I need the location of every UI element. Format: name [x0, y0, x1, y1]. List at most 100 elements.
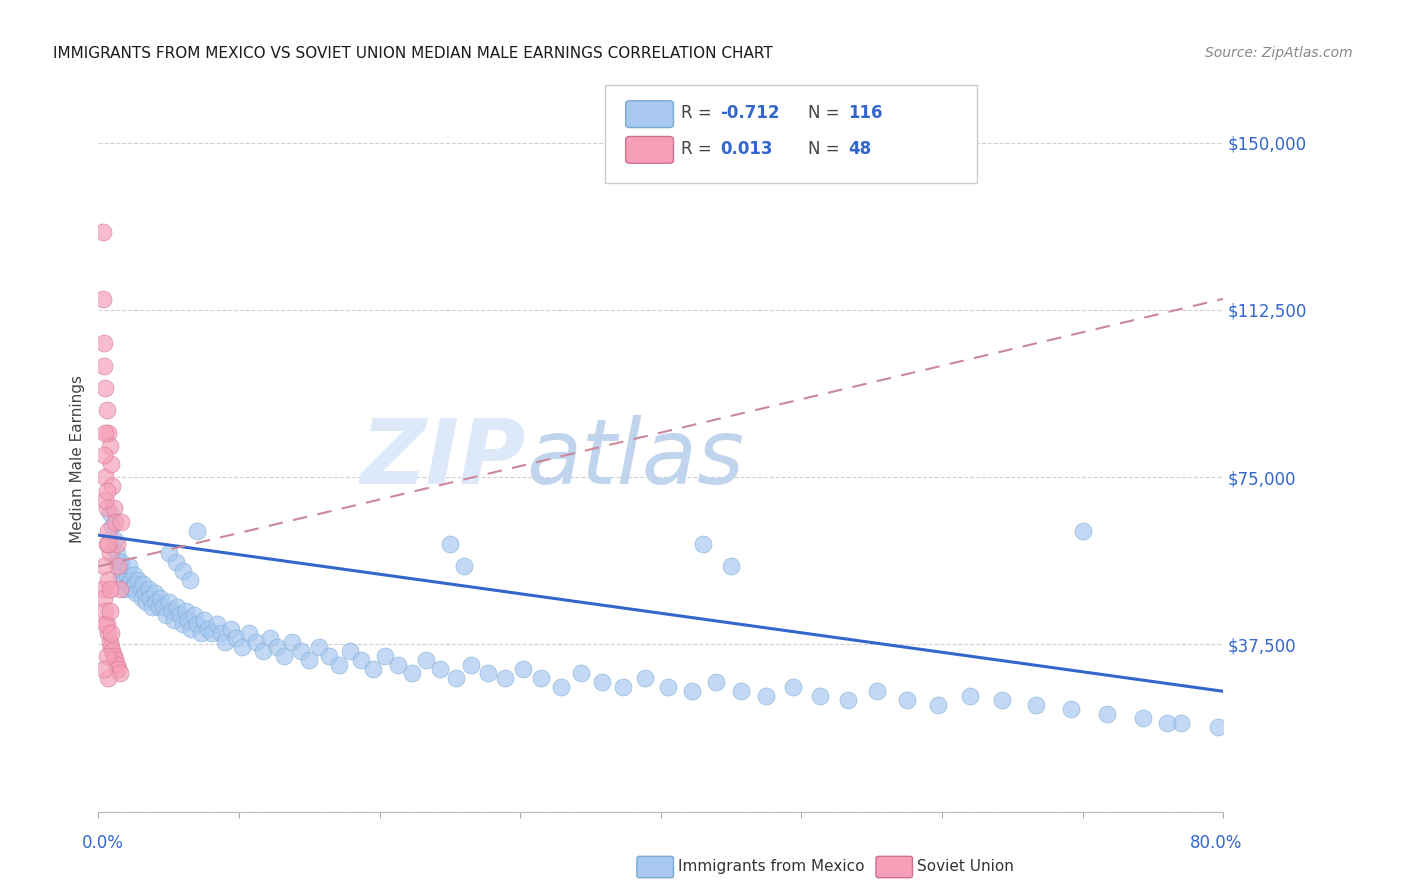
Point — [155, 608, 177, 623]
Text: -0.712: -0.712 — [720, 104, 779, 122]
Point — [98, 439, 121, 453]
Point — [96, 501, 118, 516]
Point — [104, 653, 127, 667]
Point — [494, 671, 516, 685]
Point — [112, 573, 135, 587]
Point — [166, 599, 188, 614]
Point — [231, 640, 253, 654]
Point — [108, 559, 131, 574]
Point — [318, 648, 340, 663]
Point — [104, 533, 127, 547]
Text: 116: 116 — [848, 104, 883, 122]
Point — [197, 622, 219, 636]
Point — [1132, 711, 1154, 725]
Point — [387, 657, 409, 672]
Point — [1156, 715, 1178, 730]
Point — [339, 644, 361, 658]
Point — [98, 635, 121, 649]
Point — [214, 635, 236, 649]
Point — [361, 662, 384, 676]
Text: atlas: atlas — [526, 416, 744, 503]
Point — [93, 448, 115, 462]
Point — [896, 693, 918, 707]
Point — [148, 599, 170, 614]
Point — [143, 586, 166, 600]
Point — [429, 662, 451, 676]
Point — [139, 591, 162, 605]
Point — [110, 568, 132, 582]
Point — [273, 648, 295, 663]
Point — [477, 666, 499, 681]
Point — [103, 648, 125, 663]
Point — [169, 608, 191, 623]
Point — [259, 631, 281, 645]
Text: ZIP: ZIP — [360, 416, 526, 503]
Point — [98, 582, 121, 596]
Point — [350, 653, 373, 667]
Point — [172, 617, 194, 632]
Point — [634, 671, 657, 685]
Point — [97, 524, 120, 538]
Point — [138, 582, 160, 596]
Point — [93, 662, 115, 676]
Point — [1060, 702, 1083, 716]
Point — [115, 568, 138, 582]
Point — [692, 537, 714, 551]
Point — [97, 425, 120, 440]
Point — [93, 336, 115, 351]
Point — [374, 648, 396, 663]
Point — [328, 657, 350, 672]
Point — [837, 693, 859, 707]
Point — [209, 626, 232, 640]
Point — [569, 666, 592, 681]
Point — [125, 586, 148, 600]
Point — [149, 591, 172, 605]
Point — [91, 225, 114, 239]
Point — [97, 573, 120, 587]
Point — [94, 604, 117, 618]
Point — [127, 573, 149, 587]
Point — [180, 622, 202, 636]
Point — [141, 599, 163, 614]
Text: R =: R = — [681, 140, 717, 158]
Point — [152, 599, 174, 614]
Point — [94, 617, 117, 632]
Y-axis label: Median Male Earnings: Median Male Earnings — [70, 376, 86, 543]
Point — [460, 657, 482, 672]
Point — [96, 648, 118, 663]
Point — [145, 595, 167, 609]
Point — [401, 666, 423, 681]
Point — [111, 564, 134, 578]
Text: 0.013: 0.013 — [720, 140, 772, 158]
Text: N =: N = — [808, 140, 845, 158]
Point — [1025, 698, 1047, 712]
Point — [290, 644, 312, 658]
Point — [93, 559, 115, 574]
Point — [172, 564, 194, 578]
Point — [1170, 715, 1192, 730]
Point — [157, 546, 180, 560]
Point — [96, 537, 118, 551]
Point — [97, 671, 120, 685]
Point — [530, 671, 553, 685]
Point — [266, 640, 288, 654]
Text: 80.0%: 80.0% — [1189, 834, 1243, 852]
Point — [110, 555, 132, 569]
Text: Immigrants from Mexico: Immigrants from Mexico — [678, 859, 865, 873]
Point — [96, 617, 118, 632]
Point — [93, 359, 115, 373]
Point — [512, 662, 534, 676]
Point — [94, 470, 117, 484]
Point — [91, 292, 114, 306]
Point — [808, 689, 831, 703]
Point — [186, 617, 208, 632]
Point — [298, 653, 321, 667]
Point — [100, 626, 122, 640]
Point — [720, 559, 742, 574]
Point — [105, 657, 128, 672]
Point — [157, 595, 180, 609]
Point — [121, 582, 143, 596]
Point — [281, 635, 304, 649]
Point — [94, 492, 117, 507]
Point — [122, 568, 145, 582]
